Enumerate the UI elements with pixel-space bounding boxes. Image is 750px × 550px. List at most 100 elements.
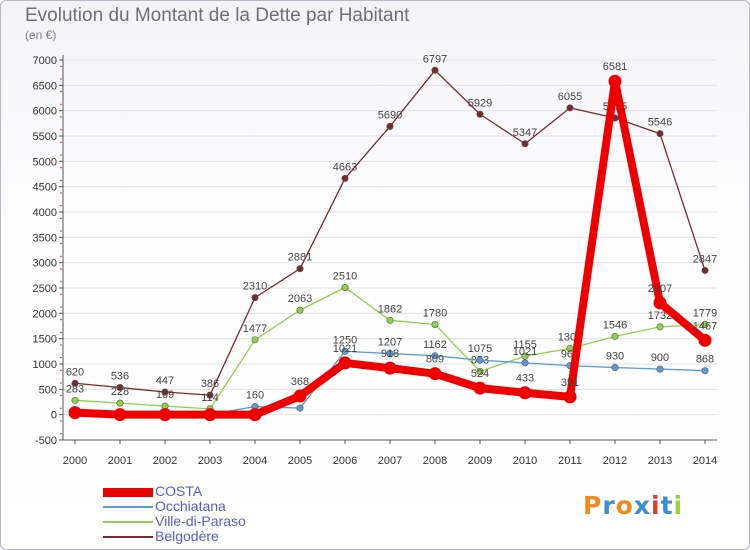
data-label-occhiatana: 868 [696,354,714,366]
data-label-belgodere: 5690 [378,109,402,121]
data-point-costa [698,333,712,347]
data-label-belgodere: 2310 [243,281,267,293]
data-point-costa [653,296,667,310]
y-tick-label: 4000 [33,207,57,219]
legend-item-occhiatana[interactable]: Occhiatana [103,498,303,514]
legend-item-costa[interactable]: COSTA [103,483,303,499]
y-tick-label: 1000 [33,359,57,371]
data-label-costa: 433 [516,373,534,385]
data-label-occhiatana: 930 [606,351,624,363]
data-label-ville-di-paraso: 1155 [513,339,537,351]
data-point-ville-di-paraso [386,316,394,324]
data-label-ville-di-paraso: 1862 [378,303,402,315]
data-point-belgodere [431,66,439,74]
data-point-belgodere [296,265,304,273]
y-tick-label: 2000 [33,308,57,320]
data-label-ville-di-paraso: 114 [201,392,219,404]
data-point-occhiatana [521,359,529,367]
data-label-belgodere: 447 [156,375,174,387]
data-point-costa [473,381,487,395]
data-point-costa [518,386,532,400]
x-tick-label: 2000 [63,455,87,467]
data-point-costa [248,408,262,422]
data-label-costa: 368 [291,376,309,388]
data-point-costa [113,408,127,422]
y-tick-label: 5000 [33,156,57,168]
data-label-ville-di-paraso: 1546 [603,319,627,331]
data-point-belgodere [566,104,574,112]
data-label-belgodere: 386 [201,378,219,390]
x-tick-label: 2014 [693,455,717,467]
y-tick-label: 1500 [33,334,57,346]
data-point-occhiatana [386,350,394,358]
y-tick-label: 3000 [33,258,57,270]
y-tick-label: 6000 [33,106,57,118]
data-point-occhiatana [296,404,304,412]
logo-letter: P [583,491,603,520]
logo-letter: i [651,491,661,520]
chart-title: Evolution du Montant de la Dette par Hab… [25,5,410,26]
data-label-occhiatana: 1075 [468,343,492,355]
y-tick-label: 0 [51,410,57,422]
data-label-occhiatana: 160 [246,390,264,402]
legend-item-belgodere[interactable]: Belgodère [103,528,303,544]
data-label-occhiatana: 1207 [378,337,402,349]
data-point-ville-di-paraso [476,367,484,375]
data-point-belgodere [71,379,79,387]
data-point-ville-di-paraso [341,283,349,291]
data-point-costa [428,367,442,381]
data-point-occhiatana [611,364,619,372]
logo-letter: i [673,491,684,520]
data-point-ville-di-paraso [251,336,259,344]
data-point-ville-di-paraso [296,306,304,314]
data-point-ville-di-paraso [116,399,124,407]
legend-label-occhiatana: Occhiatana [155,498,226,514]
data-label-occhiatana: 1162 [423,339,447,351]
data-point-belgodere [701,266,709,274]
data-label-occhiatana: 1021 [513,346,537,358]
logo-letter: x [633,491,651,520]
data-point-ville-di-paraso [431,320,439,328]
data-label-ville-di-paraso: 1780 [423,307,447,319]
data-point-costa [608,74,622,88]
data-label-costa: 6581 [603,61,627,73]
data-point-ville-di-paraso [611,332,619,340]
data-label-ville-di-paraso: 169 [156,389,174,401]
y-tick-label: 3500 [33,232,57,244]
data-point-ville-di-paraso [71,396,79,404]
legend-item-ville-di-paraso[interactable]: Ville-di-Paraso [103,513,303,529]
x-tick-label: 2004 [243,455,267,467]
y-axis-unit-label: (en €) [25,28,57,42]
x-tick-label: 2010 [513,455,537,467]
data-label-belgodere: 5347 [513,127,537,139]
x-tick-label: 2011 [558,455,582,467]
data-point-belgodere [341,174,349,182]
y-tick-label: 6500 [33,80,57,92]
data-point-belgodere [251,294,259,302]
y-tick-label: 5500 [33,131,57,143]
data-point-occhiatana [701,367,709,375]
y-tick-label: -500 [35,435,57,447]
x-tick-label: 2005 [288,455,312,467]
proxiti-logo: Proxiti [583,491,683,520]
data-label-costa: 351 [561,377,579,389]
data-point-occhiatana [656,365,664,373]
data-point-costa [68,406,82,420]
data-point-ville-di-paraso [656,323,664,331]
data-label-costa: 2207 [648,283,672,295]
x-tick-label: 2002 [153,455,177,467]
x-tick-label: 2006 [333,455,357,467]
data-label-belgodere: 6055 [558,91,582,103]
x-tick-label: 2001 [108,455,132,467]
data-label-belgodere: 5546 [648,117,672,129]
data-label-belgodere: 5929 [468,97,492,109]
legend-swatch-belgodere [103,536,153,538]
x-tick-label: 2007 [378,455,402,467]
data-point-occhiatana [341,347,349,355]
data-point-belgodere [386,122,394,130]
data-point-belgodere [206,391,214,399]
data-point-belgodere [161,388,169,396]
legend-label-costa: COSTA [155,483,203,499]
